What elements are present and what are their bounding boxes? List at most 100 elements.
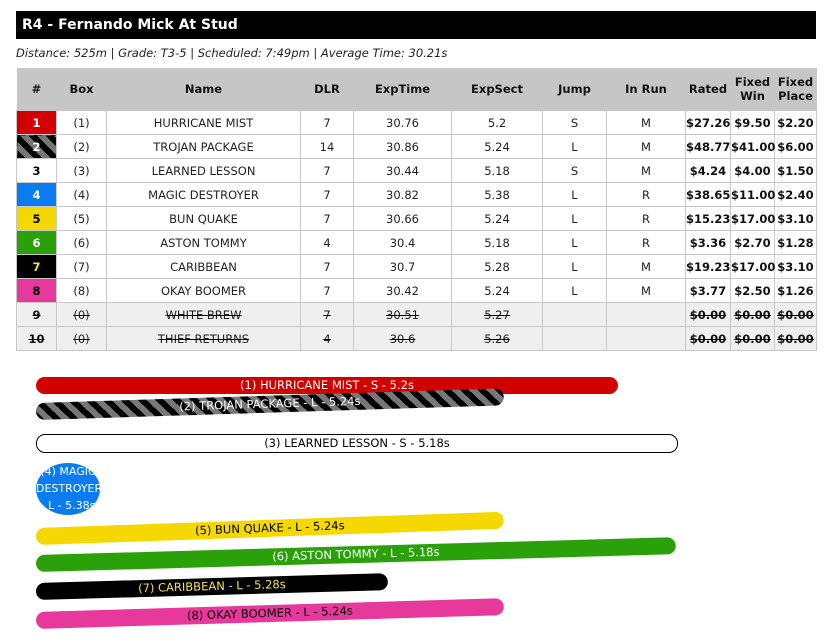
column-header: ExpTime bbox=[353, 68, 452, 111]
cell-dlr: 7 bbox=[300, 110, 354, 135]
cell-exptime: 30.44 bbox=[353, 158, 452, 183]
cell-inrun: M bbox=[606, 110, 686, 135]
cell-exptime: 30.82 bbox=[353, 182, 452, 207]
cell-expsect: 5.18 bbox=[451, 230, 543, 255]
runners-table: # Box Name DLR ExpTime ExpSect Jump In Run Rated… bbox=[16, 68, 817, 351]
cell-box: (4) bbox=[56, 182, 107, 207]
column-header: Rated bbox=[685, 68, 731, 111]
cell-box: (0) bbox=[56, 302, 107, 327]
cell-expsect: 5.38 bbox=[451, 182, 543, 207]
cell-jump: S bbox=[542, 158, 607, 183]
sectional-bar: (3) LEARNED LESSON - S - 5.18s bbox=[36, 434, 678, 453]
cell-win: $9.50 bbox=[730, 110, 775, 135]
cell-box: (0) bbox=[56, 326, 107, 351]
runner-row[interactable]: 7 (7) CARIBBEAN 7 30.7 5.28 L M $19.23 $17.00 $3.1… bbox=[16, 254, 817, 279]
cell-exptime: 30.51 bbox=[353, 302, 452, 327]
cell-box: (8) bbox=[56, 278, 107, 303]
cell-inrun: M bbox=[606, 158, 686, 183]
cell-rated: $38.65 bbox=[685, 182, 731, 207]
cell-exptime: 30.4 bbox=[353, 230, 452, 255]
cell-inrun: M bbox=[606, 254, 686, 279]
cell-jump: L bbox=[542, 206, 607, 231]
runner-row[interactable]: 2 (2) TROJAN PACKAGE 14 30.86 5.24 L M $48.77 $41… bbox=[16, 134, 817, 159]
race-subtitle: Distance: 525m | Grade: T3-5 | Scheduled… bbox=[16, 46, 448, 60]
runner-row[interactable]: 1 (1) HURRICANE MIST 7 30.76 5.2 S M $27.26 $9.50… bbox=[16, 110, 817, 135]
cell-place: $3.10 bbox=[774, 254, 817, 279]
cell-num: 6 bbox=[16, 230, 57, 255]
cell-jump: L bbox=[542, 278, 607, 303]
race-title: R4 - Fernando Mick At Stud bbox=[16, 11, 816, 39]
runner-row[interactable]: 5 (5) BUN QUAKE 7 30.66 5.24 L R $15.23 $17.00 $3.… bbox=[16, 206, 817, 231]
cell-rated: $0.00 bbox=[685, 302, 731, 327]
cell-box: (1) bbox=[56, 110, 107, 135]
column-header: Box bbox=[56, 68, 107, 111]
cell-num: 3 bbox=[16, 158, 57, 183]
cell-name: ASTON TOMMY bbox=[106, 230, 301, 255]
cell-exptime: 30.7 bbox=[353, 254, 452, 279]
cell-dlr: 7 bbox=[300, 206, 354, 231]
cell-dlr: 7 bbox=[300, 302, 354, 327]
sectional-bar: (7) CARIBBEAN - L - 5.28s bbox=[35, 573, 389, 600]
cell-name: OKAY BOOMER bbox=[106, 278, 301, 303]
cell-exptime: 30.66 bbox=[353, 206, 452, 231]
cell-place: $1.26 bbox=[774, 278, 817, 303]
cell-place: $3.10 bbox=[774, 206, 817, 231]
cell-exptime: 30.42 bbox=[353, 278, 452, 303]
runner-row[interactable]: 6 (6) ASTON TOMMY 4 30.4 5.18 L R $3.36 $2.70 $1.2… bbox=[16, 230, 817, 255]
cell-win: $11.00 bbox=[730, 182, 775, 207]
cell-place: $6.00 bbox=[774, 134, 817, 159]
cell-exptime: 30.76 bbox=[353, 110, 452, 135]
cell-name: MAGIC DESTROYER bbox=[106, 182, 301, 207]
column-header: ExpSect bbox=[451, 68, 543, 111]
cell-win: $17.00 bbox=[730, 206, 775, 231]
sectional-bar: (8) OKAY BOOMER - L - 5.24s bbox=[35, 598, 505, 629]
sectional-bar: (6) ASTON TOMMY - L - 5.18s bbox=[35, 537, 676, 572]
cell-inrun: M bbox=[606, 278, 686, 303]
cell-num: 4 bbox=[16, 182, 57, 207]
sectional-bar: (5) BUN QUAKE - L - 5.24s bbox=[35, 511, 505, 545]
cell-place: $2.40 bbox=[774, 182, 817, 207]
runner-row[interactable]: 10 (0) THIEF RETURNS 4 30.6 5.26 $0.00 $0.00 $0.… bbox=[16, 326, 817, 351]
cell-name: CARIBBEAN bbox=[106, 254, 301, 279]
cell-jump: L bbox=[542, 254, 607, 279]
cell-exptime: 30.86 bbox=[353, 134, 452, 159]
cell-jump bbox=[542, 326, 607, 351]
cell-win: $2.50 bbox=[730, 278, 775, 303]
cell-rated: $27.26 bbox=[685, 110, 731, 135]
cell-expsect: 5.24 bbox=[451, 278, 543, 303]
cell-dlr: 7 bbox=[300, 158, 354, 183]
cell-num: 8 bbox=[16, 278, 57, 303]
cell-exptime: 30.6 bbox=[353, 326, 452, 351]
cell-name: WHITE BREW bbox=[106, 302, 301, 327]
column-header: # bbox=[16, 68, 57, 111]
sectional-bar: (1) HURRICANE MIST - S - 5.2s bbox=[36, 377, 618, 394]
runner-row[interactable]: 8 (8) OKAY BOOMER 7 30.42 5.24 L M $3.77 $2.50 $1.… bbox=[16, 278, 817, 303]
cell-rated: $0.00 bbox=[685, 326, 731, 351]
cell-place: $1.28 bbox=[774, 230, 817, 255]
cell-win: $0.00 bbox=[730, 326, 775, 351]
cell-expsect: 5.18 bbox=[451, 158, 543, 183]
cell-dlr: 4 bbox=[300, 230, 354, 255]
cell-num: 9 bbox=[16, 302, 57, 327]
cell-rated: $3.36 bbox=[685, 230, 731, 255]
cell-jump: L bbox=[542, 134, 607, 159]
cell-inrun: M bbox=[606, 134, 686, 159]
cell-num: 1 bbox=[16, 110, 57, 135]
cell-box: (7) bbox=[56, 254, 107, 279]
cell-inrun: R bbox=[606, 230, 686, 255]
runner-row[interactable]: 4 (4) MAGIC DESTROYER 7 30.82 5.38 L R $38.65 $11… bbox=[16, 182, 817, 207]
cell-expsect: 5.26 bbox=[451, 326, 543, 351]
cell-inrun: R bbox=[606, 182, 686, 207]
cell-name: LEARNED LESSON bbox=[106, 158, 301, 183]
runner-row[interactable]: 3 (3) LEARNED LESSON 7 30.44 5.18 S M $4.24 $4.00… bbox=[16, 158, 817, 183]
cell-dlr: 7 bbox=[300, 254, 354, 279]
cell-jump: L bbox=[542, 182, 607, 207]
cell-place: $2.20 bbox=[774, 110, 817, 135]
cell-num: 7 bbox=[16, 254, 57, 279]
cell-win: $17.00 bbox=[730, 254, 775, 279]
cell-num: 2 bbox=[16, 134, 57, 159]
cell-expsect: 5.28 bbox=[451, 254, 543, 279]
cell-name: TROJAN PACKAGE bbox=[106, 134, 301, 159]
column-header: DLR bbox=[300, 68, 354, 111]
runner-row[interactable]: 9 (0) WHITE BREW 7 30.51 5.27 $0.00 $0.00 $0.00 bbox=[16, 302, 817, 327]
